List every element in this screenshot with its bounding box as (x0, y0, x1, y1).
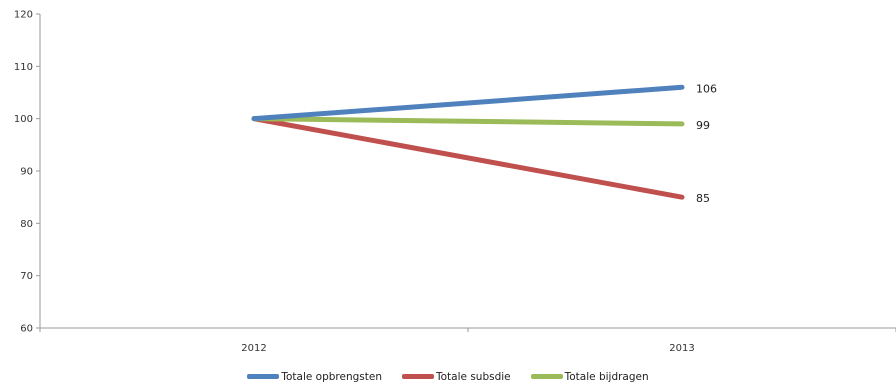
y-tick-label: 120 (14, 10, 33, 21)
series-line-totale-opbrengsten (251, 84, 685, 122)
y-tick-label: 70 (20, 271, 33, 282)
x-tick-label: 2012 (241, 343, 266, 354)
y-tick-label: 90 (20, 167, 33, 178)
series-line-totale-bijdragen (251, 116, 685, 127)
legend-item-totale-subsdie: Totale subsdie (402, 371, 511, 383)
chart-axes (36, 13, 896, 332)
y-tick-label: 110 (14, 62, 33, 73)
legend-item-totale-bijdragen: Totale bijdragen (530, 370, 649, 383)
line-chart: 60 70 80 90 100 110 120 2012 2013 106 85 99 (14, 10, 896, 354)
legend-swatch-totale-opbrengsten (247, 374, 280, 379)
y-tick-label: 60 (20, 324, 33, 335)
legend-label-totale-subsdie: Totale subsdie (436, 370, 511, 383)
y-axis-tick-labels: 60 70 80 90 100 110 120 (14, 10, 33, 335)
series-lines (251, 84, 685, 200)
y-tick-label: 80 (20, 219, 33, 230)
legend-label-totale-bijdragen: Totale bijdragen (564, 370, 649, 383)
chart-legend: Totale opbrengsten Totale subsdie Totale… (0, 368, 896, 385)
x-axis-tick-labels: 2012 2013 (241, 343, 694, 354)
data-label-totale-subsdie: 85 (696, 192, 710, 205)
data-label-totale-bijdragen: 99 (696, 119, 710, 132)
legend-swatch-totale-subsdie (402, 374, 434, 379)
data-label-totale-opbrengsten: 106 (696, 82, 717, 95)
legend-swatch-totale-bijdragen (530, 374, 563, 379)
x-tick-label: 2013 (669, 343, 694, 354)
y-tick-label: 100 (14, 114, 33, 125)
data-labels: 106 85 99 (696, 82, 717, 205)
legend-item-totale-opbrengsten: Totale opbrengsten (247, 371, 382, 383)
legend-label-totale-opbrengsten: Totale opbrengsten (281, 370, 382, 383)
series-line-totale-subsdie (251, 116, 685, 200)
